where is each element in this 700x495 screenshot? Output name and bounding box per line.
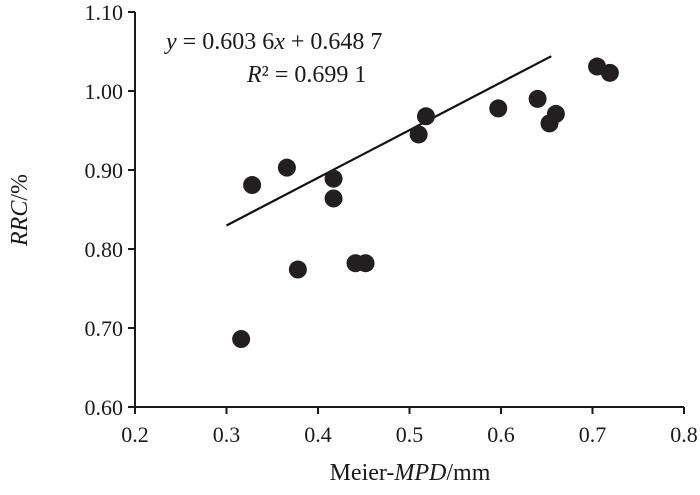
data-point [289,261,307,279]
x-tick-label: 0.5 [396,422,424,447]
regression-equation: y = 0.603 6x + 0.648 7 [164,29,382,55]
data-point [547,105,565,123]
y-tick-label: 0.80 [85,237,124,262]
data-point [357,254,375,272]
y-tick-label: 1.10 [85,0,124,25]
x-label-unit: /mm [446,460,490,486]
equation-x-var: x [273,29,285,55]
y-tick-label: 0.70 [85,316,124,341]
equation-intercept: + 0.648 7 [285,29,383,55]
data-point [278,159,296,177]
y-tick-label: 0.60 [85,395,124,420]
y-label-unit: /% [7,174,33,201]
x-label-prefix: Meier- [330,460,395,486]
x-ticks: 0.2 0.3 0.4 0.5 0.6 0.7 0.8 [121,407,698,447]
data-point [232,330,250,348]
data-point [243,176,261,194]
x-tick-label: 0.2 [121,422,149,447]
y-ticks: 0.60 0.70 0.80 0.90 1.00 1.10 [85,0,136,420]
y-label-var: RRC [7,200,33,247]
equation-y-var: y [164,29,177,55]
data-point [489,99,507,117]
y-tick-label: 0.90 [85,158,124,183]
y-tick-label: 1.00 [85,79,124,104]
r-var: R [246,62,262,88]
x-tick-label: 0.7 [579,422,607,447]
data-point [601,64,619,82]
data-point [417,107,435,125]
x-tick-label: 0.4 [304,422,332,447]
x-label-var: MPD [393,460,446,486]
x-tick-label: 0.6 [487,422,515,447]
r-value: ² = 0.699 1 [262,62,367,88]
data-point [529,90,547,108]
data-point [325,170,343,188]
data-points [232,58,619,349]
equation-coef: = 0.603 6 [177,29,275,55]
x-axis-label: Meier-MPD/mm [330,460,491,486]
x-tick-label: 0.3 [213,422,241,447]
x-tick-label: 0.8 [670,422,698,447]
data-point [325,189,343,207]
r-squared: R² = 0.699 1 [246,62,366,88]
y-axis-label: RRC/% [7,174,33,247]
data-point [410,125,428,143]
